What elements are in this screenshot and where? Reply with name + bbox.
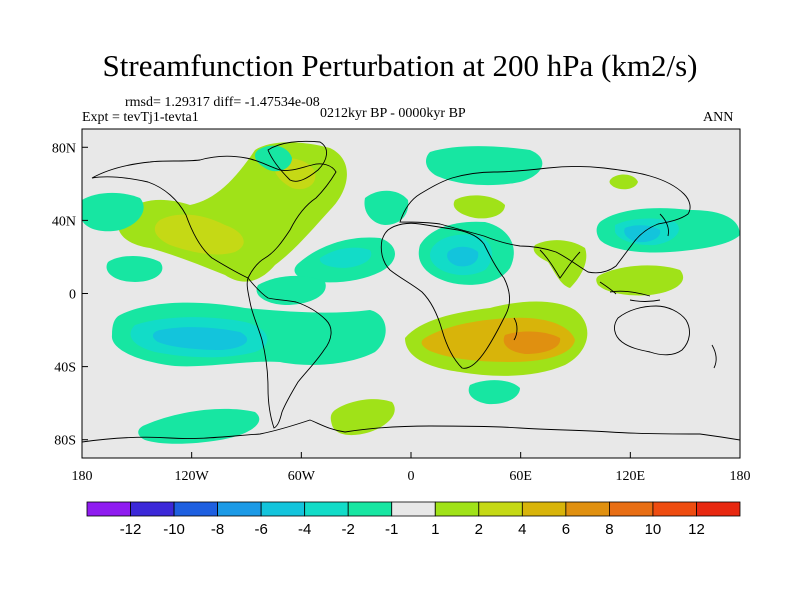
field-north-eurasia-negative — [425, 146, 543, 186]
field-southern-africa-negative — [468, 380, 520, 405]
y-tick-label: 80S — [54, 434, 76, 449]
y-tick-label: 80N — [52, 141, 76, 156]
y-tick-label: 0 — [69, 288, 76, 303]
colorbar-swatch — [434, 501, 480, 517]
field-greenland-negative — [254, 145, 292, 172]
colorbar-swatch — [609, 501, 654, 517]
colorbar-swatch — [521, 501, 567, 517]
coast-greenland — [267, 140, 327, 182]
colorbar-label: 12 — [688, 521, 705, 538]
coast-india — [539, 249, 581, 279]
colorbar-swatch — [260, 501, 306, 517]
x-tick-label: 120E — [616, 469, 646, 484]
field-southern-ocean-negative — [138, 408, 260, 444]
colorbar-label: -2 — [342, 521, 355, 538]
colorbar-label: -6 — [254, 521, 267, 538]
colorbar-swatch — [652, 501, 697, 517]
colorbar-swatch — [565, 501, 610, 517]
colorbar-swatch — [130, 501, 175, 517]
colorbar-label: -8 — [211, 521, 224, 538]
field-antarctic-positive — [330, 399, 395, 436]
y-tick-label: 40N — [52, 214, 76, 229]
coast-australia — [614, 305, 690, 356]
colorbar-label: -12 — [120, 521, 142, 538]
stats-label: rmsd= 1.29317 diff= -1.47534e-08 — [125, 95, 320, 110]
field-europe-negative — [364, 190, 409, 225]
coastlines — [82, 140, 740, 443]
x-tick-label: 60W — [288, 469, 316, 484]
colorbar-swatch — [391, 501, 436, 517]
colorbar-swatch — [217, 501, 262, 517]
coast-europe — [399, 166, 691, 274]
x-tick-label: 180 — [72, 469, 93, 484]
field-north-africa-peak — [447, 246, 479, 267]
coast-japan — [659, 213, 669, 237]
period-label: 0212kyr BP - 0000kyr BP — [320, 106, 466, 121]
field-north-america-core — [154, 214, 244, 255]
colorbar-swatch — [478, 501, 523, 517]
colorbar-label: 10 — [645, 521, 662, 538]
field-northeast-asia-positive — [609, 174, 638, 190]
colorbar-swatch — [347, 501, 393, 517]
colorbar-label: 6 — [562, 521, 570, 538]
axis-ticks: 180 120W 60W 0 60E 120E 180 80N 40N 0 40S 80S — [52, 141, 751, 484]
colorbar-swatch — [696, 501, 741, 517]
y-tick-label: 40S — [54, 361, 76, 376]
coast-africa — [380, 222, 511, 369]
field-eastern-pacific-negative — [106, 256, 163, 282]
coast-antarctica — [82, 419, 740, 443]
field-philippines-positive — [596, 265, 684, 296]
coast-north-america — [91, 155, 337, 279]
colorbar-label: 2 — [475, 521, 483, 538]
chart-title: Streamfunction Perturbation at 200 hPa (… — [102, 48, 698, 83]
field-south-pacific-core — [152, 327, 248, 350]
field-south-indian-core — [503, 331, 561, 354]
x-tick-label: 180 — [730, 469, 751, 484]
x-tick-label: 120W — [175, 469, 210, 484]
colorbar-label: 1 — [431, 521, 439, 538]
coast-maritime-continent — [599, 281, 661, 302]
x-tick-label: 60E — [509, 469, 532, 484]
colorbar-swatch — [86, 501, 131, 517]
anomaly-fields — [82, 142, 740, 444]
coast-south-america — [246, 277, 332, 429]
colorbar-label: 8 — [605, 521, 613, 538]
coast-new-zealand — [711, 344, 717, 369]
colorbar-label: -1 — [385, 521, 398, 538]
field-central-asia-positive — [453, 195, 505, 219]
coast-madagascar — [513, 317, 518, 341]
colorbar-swatch — [304, 501, 349, 517]
field-caribbean-core — [319, 247, 372, 268]
field-south-asia-positive — [533, 240, 587, 288]
season-label: ANN — [703, 110, 734, 125]
colorbar-label: 4 — [518, 521, 526, 538]
x-tick-label: 0 — [408, 469, 415, 484]
colorbar-swatch — [173, 501, 218, 517]
colorbar-label: -4 — [298, 521, 311, 538]
field-tropical-atlantic-negative — [256, 275, 326, 305]
field-north-pacific-negative — [82, 192, 144, 232]
colorbar-label: -10 — [163, 521, 185, 538]
experiment-label: Expt = tevTj1-tevta1 — [82, 110, 199, 125]
colorbar: -12 -10 -8 -6 -4 -2 -1 1 2 4 6 8 10 12 — [86, 501, 741, 538]
